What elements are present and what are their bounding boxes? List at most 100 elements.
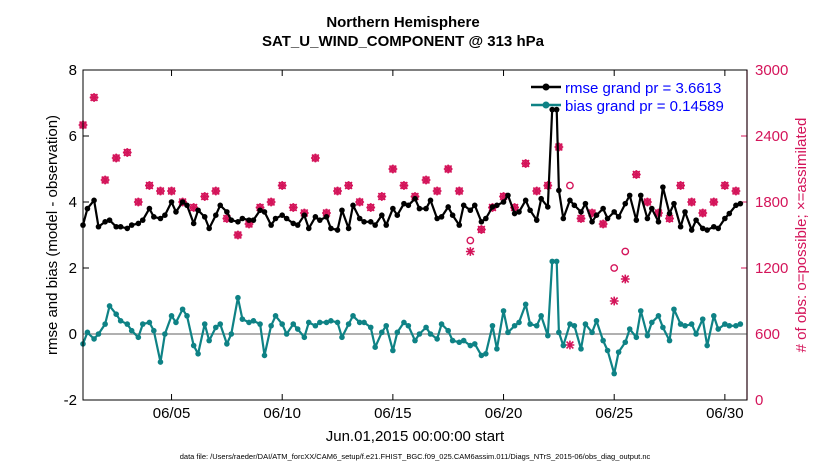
bias-point [611,370,617,377]
rmse-point [704,227,710,233]
bias-point [438,321,445,327]
bias-point [582,321,589,327]
y-right-tick-label: 1200 [755,260,788,277]
bias-point [290,321,297,327]
bias-point [405,322,412,329]
rmse-point [151,214,157,220]
rmse-point [538,195,544,202]
rmse-point [471,202,478,209]
obs-assimilated-point [167,186,176,196]
rmse-point [350,202,356,209]
y-right-tick-label: 600 [755,326,780,343]
bias-point [494,346,500,352]
bias-point [312,322,319,329]
rmse-point [195,207,201,214]
bias-point [250,318,257,324]
rmse-point [356,215,363,222]
rmse-point [478,219,485,225]
rmse-point [372,222,378,228]
rmse-point [201,214,208,220]
obs-assimilated-point [631,170,641,179]
bias-point [173,319,179,326]
bias-point [317,319,323,326]
y-right-tick-label: 0 [755,392,763,409]
bias-point [571,322,578,329]
bias-point [356,319,363,326]
bias-point [460,337,467,344]
bias-point [239,316,246,322]
obs-assimilated-point [244,219,254,229]
rmse-point [737,200,744,207]
rmse-point [339,207,345,214]
rmse-point [405,202,412,209]
rmse-point [511,210,518,217]
obs-assimilated-point [421,175,431,185]
bias-point [567,321,573,327]
bias-point [345,321,352,327]
bias-point [135,334,142,341]
obs-assimilated-point [698,208,708,218]
bias-point [201,321,208,327]
bias-point [361,319,367,326]
rmse-point [682,209,688,215]
obs-assimilated-point [111,153,121,163]
plot-frame [82,69,748,401]
rmse-point [312,214,319,220]
rmse-point [522,197,529,204]
bias-point [379,329,385,336]
rmse-point [283,215,290,222]
obs-possible-point [610,264,619,272]
y-right-tick-label: 2400 [755,128,788,145]
rmse-point [715,225,722,232]
bias-point [294,326,301,332]
bias-point [671,306,677,313]
bias-series [80,258,744,377]
bias-point [478,352,485,359]
bias-point [644,332,651,339]
bias-point [213,324,219,331]
rmse-point [626,192,633,199]
bias-point [699,316,706,322]
obs-possible-point [566,181,574,190]
rmse-point [671,200,677,207]
rmse-point [438,214,445,220]
bias-point [471,341,478,347]
bias-point [467,342,474,349]
obs-assimilated-point [355,197,365,207]
bias-point [682,322,688,329]
rmse-point [235,219,241,225]
rmse-point [500,199,507,205]
rmse-point [117,223,124,230]
obs-assimilated-point [156,186,165,196]
rmse-point [726,210,733,217]
obs-assimilated-point [322,208,331,218]
rmse-point [449,212,456,218]
y-right-tick-label: 1800 [755,194,788,211]
left-axis: -2 0 2 4 6 8 [64,62,89,409]
bias-point [545,332,551,339]
bias-point [677,321,684,327]
rmse-point [268,222,274,228]
obs-assimilated-point [477,225,486,234]
bias-point [195,351,201,357]
obs-assimilated-point [620,274,630,284]
obs-assimilated-point [189,203,199,212]
bias-point [522,301,529,308]
bias-point [449,337,456,344]
rmse-point [217,202,224,209]
obs-assimilated-point [609,296,619,306]
x-tick-label: 06/20 [485,405,523,422]
legend-bias-label: bias grand pr = 0.14589 [565,98,724,115]
rmse-point [633,217,640,223]
obs-assimilated-point [233,230,243,240]
rmse-point [427,197,434,204]
rmse-point [390,205,396,212]
rmse-point [677,223,684,230]
bias-point [604,347,611,354]
y-tick-label: 0 [69,326,77,343]
bias-point [168,313,175,319]
rmse-point [102,219,108,225]
legend: rmse grand pr = 3.6613 bias grand pr = 0… [531,80,724,115]
